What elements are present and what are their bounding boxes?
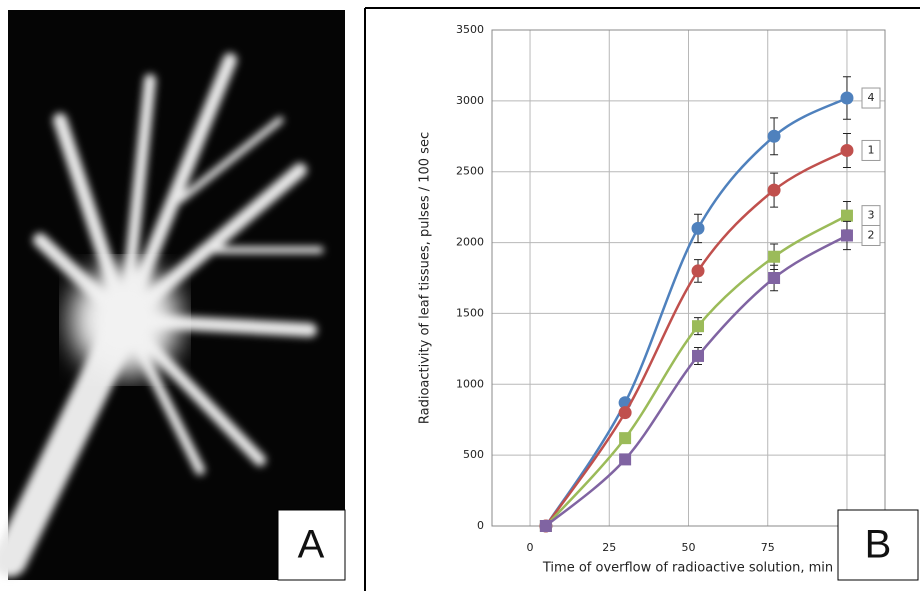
marker	[767, 129, 781, 143]
marker	[619, 453, 632, 466]
marker	[692, 349, 705, 362]
x-tick-label: 75	[761, 541, 775, 554]
y-tick-label: 2500	[456, 165, 484, 178]
photo-glow	[70, 265, 180, 375]
marker	[840, 143, 854, 157]
marker	[619, 432, 632, 445]
marker	[691, 264, 705, 278]
marker	[840, 91, 854, 105]
panel-label-box	[277, 509, 346, 581]
marker	[692, 320, 705, 333]
marker	[840, 229, 853, 242]
y-tick-label: 1000	[456, 377, 484, 390]
marker	[768, 272, 781, 284]
marker	[768, 250, 781, 263]
y-tick-label: 3500	[456, 23, 484, 36]
panel-label: A	[298, 523, 325, 567]
y-tick-label: 2000	[456, 236, 484, 249]
y-axis-label: Radioactivity of leaf tissues, pulses / …	[418, 132, 433, 424]
x-tick-label: 50	[682, 541, 696, 554]
marker	[691, 221, 705, 235]
panel-label: B	[865, 523, 892, 567]
plot-border	[491, 29, 886, 527]
marker	[539, 520, 552, 532]
series-label-box	[861, 139, 881, 161]
marker	[840, 209, 853, 222]
x-tick-label: 0	[527, 541, 534, 554]
series-label: 1	[868, 143, 875, 156]
series-label: 2	[868, 228, 875, 241]
y-tick-label: 500	[463, 448, 484, 461]
series-line	[544, 214, 848, 527]
series-label-box	[861, 87, 881, 109]
marker	[618, 406, 632, 420]
series-label: 3	[868, 209, 875, 222]
series-line	[544, 149, 848, 527]
y-tick-label: 1500	[456, 306, 484, 319]
y-tick-label: 0	[477, 519, 484, 532]
marker	[767, 183, 781, 197]
photo-panel: A	[0, 10, 346, 581]
series-label-box	[861, 224, 881, 246]
series-line	[544, 96, 848, 527]
y-tick-label: 3000	[456, 94, 484, 107]
x-axis-label: Time of overflow of radioactive solution…	[542, 561, 833, 576]
series-line	[545, 234, 848, 527]
panel-label-box	[837, 509, 919, 581]
series-label: 4	[868, 91, 875, 104]
x-tick-label: 25	[602, 541, 616, 554]
